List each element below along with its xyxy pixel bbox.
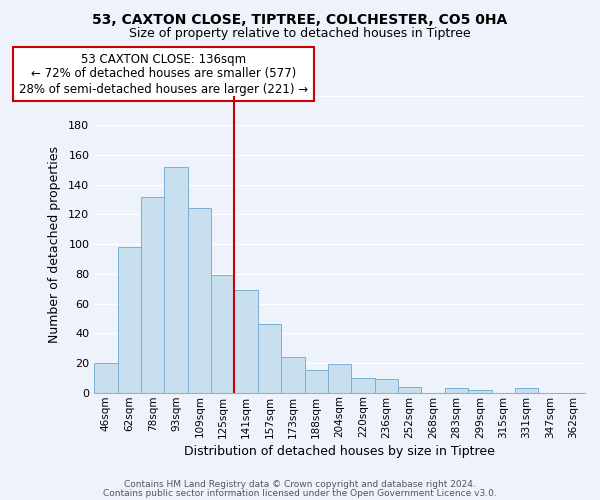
Bar <box>352 378 374 392</box>
Bar <box>164 167 188 392</box>
Bar <box>141 196 164 392</box>
Bar <box>515 388 538 392</box>
X-axis label: Distribution of detached houses by size in Tiptree: Distribution of detached houses by size … <box>184 444 495 458</box>
Bar <box>188 208 211 392</box>
Bar <box>398 386 421 392</box>
Bar <box>468 390 491 392</box>
Bar <box>211 276 235 392</box>
Text: Contains HM Land Registry data © Crown copyright and database right 2024.: Contains HM Land Registry data © Crown c… <box>124 480 476 489</box>
Bar <box>94 363 118 392</box>
Text: Contains public sector information licensed under the Open Government Licence v3: Contains public sector information licen… <box>103 488 497 498</box>
Bar <box>118 247 141 392</box>
Bar <box>374 380 398 392</box>
Text: Size of property relative to detached houses in Tiptree: Size of property relative to detached ho… <box>129 28 471 40</box>
Text: 53, CAXTON CLOSE, TIPTREE, COLCHESTER, CO5 0HA: 53, CAXTON CLOSE, TIPTREE, COLCHESTER, C… <box>92 12 508 26</box>
Text: 53 CAXTON CLOSE: 136sqm
← 72% of detached houses are smaller (577)
28% of semi-d: 53 CAXTON CLOSE: 136sqm ← 72% of detache… <box>19 52 308 96</box>
Bar <box>305 370 328 392</box>
Bar <box>235 290 258 392</box>
Bar <box>328 364 352 392</box>
Y-axis label: Number of detached properties: Number of detached properties <box>49 146 61 342</box>
Bar <box>258 324 281 392</box>
Bar <box>445 388 468 392</box>
Bar <box>281 357 305 392</box>
